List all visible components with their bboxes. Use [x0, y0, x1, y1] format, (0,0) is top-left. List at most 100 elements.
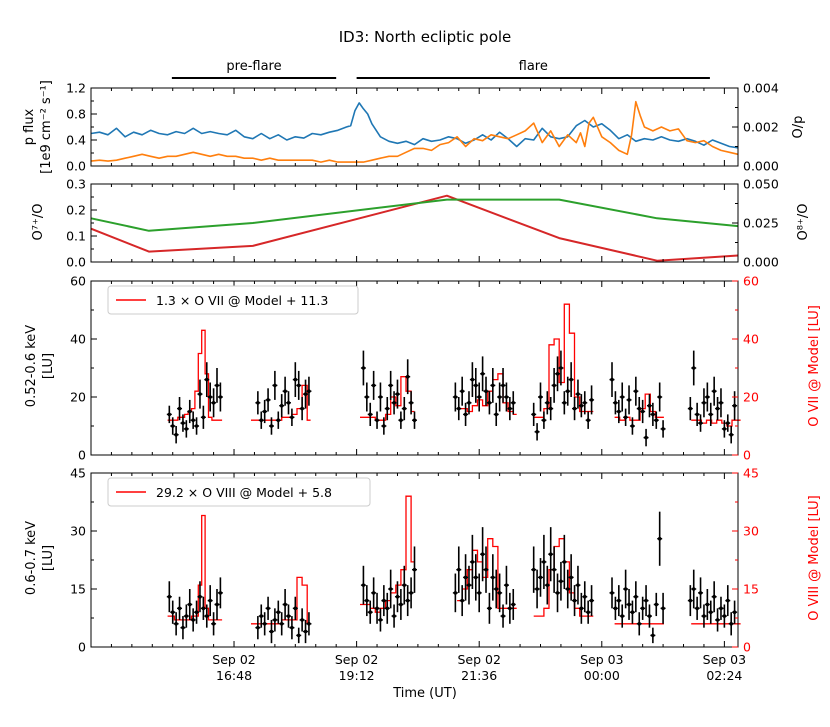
o8-ylabel-right: O VIII @ Model [LU]: [807, 495, 822, 620]
o8-data-point: [725, 598, 730, 603]
o8-data-point: [565, 587, 570, 591]
o8-data-point: [371, 591, 376, 595]
o8-data-point: [708, 610, 713, 614]
o7-data-point: [467, 401, 471, 405]
o8-data-point: [378, 618, 383, 622]
o8-data-point: [589, 598, 594, 603]
flux-ylabel-units: [1e9 cm⁻² s⁻¹]: [39, 80, 54, 174]
o8-data-point: [712, 594, 716, 599]
o8-data-point: [460, 598, 464, 603]
x-tick-date-0: Sep 02: [212, 652, 255, 667]
o8-data-point: [555, 591, 560, 595]
o8-data-point: [167, 594, 172, 599]
o7-data-point: [555, 372, 560, 376]
charge-ytick-label-right-1: 0.025: [743, 216, 779, 231]
o7-data-point: [276, 418, 281, 423]
o7-data-point: [501, 383, 505, 388]
o8-data-point: [657, 536, 662, 541]
flux-ytick-label-right-1: 0.002: [743, 120, 779, 135]
o7-data-point: [582, 401, 587, 405]
o7-data-point: [286, 401, 291, 405]
o8-data-point: [480, 552, 485, 556]
o7-data-point: [256, 401, 260, 405]
o8-data-point: [729, 622, 733, 626]
x-tick-time-1: 19:12: [339, 668, 375, 683]
o8-data-point: [402, 583, 407, 587]
charge-ytick-label-right-0: 0.000: [743, 255, 779, 270]
o7-data-point: [565, 389, 570, 394]
o7-data-point: [167, 412, 172, 417]
o7-data-point: [538, 395, 543, 399]
o8-data-point: [494, 587, 499, 591]
o8-ytick-label-left-1: 15: [70, 582, 86, 597]
charge-ytick-label-left-1: 0.1: [66, 229, 86, 244]
o8-data-point: [395, 594, 400, 599]
o7-data-point: [365, 395, 369, 399]
o8-data-point: [695, 606, 699, 611]
o7-data-point: [395, 392, 400, 396]
o7-data-point: [589, 398, 594, 402]
o8-data-point: [487, 606, 492, 611]
o7-data-point: [266, 398, 270, 402]
o7-data-point: [378, 395, 383, 399]
o8-data-point: [637, 622, 642, 626]
o7-data-point: [409, 401, 413, 405]
o7-data-point: [218, 395, 223, 399]
o8-data-point: [463, 575, 468, 580]
charge-series-o8: [90, 198, 739, 232]
o7-data-point: [620, 395, 625, 399]
o7-ylabel-right: O VII @ Model [LU]: [807, 305, 822, 427]
x-tick-time-3: 00:00: [584, 668, 620, 683]
o7-data-point: [269, 424, 274, 428]
o8-data-point: [368, 610, 373, 614]
o7-data-point: [375, 418, 379, 423]
o8-data-point: [719, 606, 723, 611]
o7-data-point: [181, 421, 185, 425]
panel-flux: 0.0 0.4 0.8 1.2 0.000 0.002 0.004: [66, 81, 779, 174]
chart-title: ID3: North ecliptic pole: [339, 28, 512, 46]
o8-data-point: [722, 614, 727, 618]
o8-data-point: [613, 606, 618, 611]
o8-data-point: [266, 606, 270, 611]
charge-series-o7: [90, 194, 739, 262]
o7-data-point: [184, 427, 189, 431]
o7-data-point: [644, 435, 648, 440]
o8-data-point: [702, 614, 706, 618]
o8-data-point: [617, 598, 621, 603]
o7-data-point: [654, 418, 659, 423]
o7-data-point: [484, 389, 488, 394]
o7-legend-box: [107, 285, 359, 315]
o8-data-point: [610, 591, 614, 595]
o7-data-point: [453, 395, 458, 399]
o7-data-point: [572, 406, 577, 411]
o8-data-point: [215, 602, 219, 607]
o8-data-point: [698, 591, 703, 595]
o8-ytick-label-right-2: 30: [743, 524, 759, 539]
o8-data-point: [691, 587, 696, 591]
o7-data-point: [208, 395, 212, 399]
flux-ylabel-right: O/p: [791, 116, 806, 139]
o7-ytick-label-left-1: 20: [70, 390, 86, 405]
x-tick-date-1: Sep 02: [335, 652, 378, 667]
o7-data-point: [473, 383, 478, 388]
charge-ytick-label-left-0: 0.0: [66, 255, 86, 270]
o8-data-point: [187, 602, 192, 607]
o7-data-point: [576, 392, 580, 396]
o7-data-point: [382, 424, 386, 428]
o8-data-point: [276, 610, 281, 614]
o7-data-point: [392, 401, 396, 405]
o8-data-point: [562, 560, 567, 564]
o8-data-point: [204, 614, 209, 618]
o7-data-point: [698, 421, 703, 425]
o7-data-point: [494, 412, 499, 417]
o7-model-segment-5: [614, 393, 664, 421]
o8-data-point: [535, 587, 539, 591]
o8-data-point: [279, 622, 284, 626]
o7-data-point: [293, 377, 298, 382]
o8-data-point: [191, 618, 195, 622]
o7-data-point: [361, 366, 366, 370]
o7-data-point: [511, 401, 516, 405]
o8-data-point: [548, 552, 553, 556]
o8-data-point: [501, 614, 505, 618]
